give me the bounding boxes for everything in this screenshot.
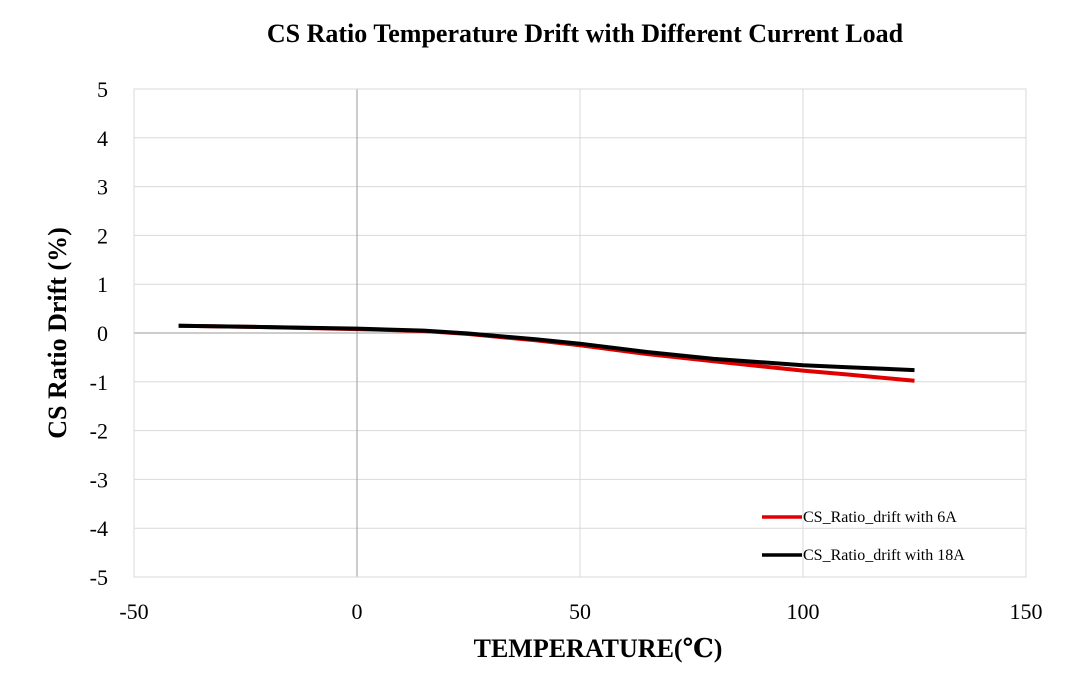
chart-title: CS Ratio Temperature Drift with Differen… xyxy=(267,19,904,48)
tick-labels: -5 -4 -3 -2 -1 0 1 2 3 4 5 -50 0 50 100 150 xyxy=(90,77,1043,624)
y-tick-label: 3 xyxy=(97,175,108,200)
x-tick-label: -50 xyxy=(119,599,148,624)
x-tick-label: 100 xyxy=(787,599,820,624)
legend: CS_Ratio_drift with 6A CS_Ratio_drift wi… xyxy=(762,509,965,564)
y-axis-label: CS Ratio Drift (%) xyxy=(43,227,72,439)
y-tick-label: -4 xyxy=(90,516,108,541)
series-line-0 xyxy=(178,323,915,383)
legend-label-18a: CS_Ratio_drift with 18A xyxy=(803,547,965,564)
x-tick-label: 150 xyxy=(1010,599,1043,624)
series-lines xyxy=(178,323,915,383)
x-tick-label: 50 xyxy=(569,599,591,624)
y-tick-label: 2 xyxy=(97,223,108,248)
y-tick-label: -1 xyxy=(90,370,108,395)
x-axis-label: TEMPERATURE(℃) xyxy=(474,634,723,663)
y-tick-label: -2 xyxy=(90,419,108,444)
y-tick-label: -3 xyxy=(90,467,108,492)
plot-frame xyxy=(133,88,1027,578)
series-line-1 xyxy=(178,323,915,373)
y-tick-label: 1 xyxy=(97,272,108,297)
legend-label-6a: CS_Ratio_drift with 6A xyxy=(803,509,957,526)
axes xyxy=(134,89,1026,577)
y-tick-label: 0 xyxy=(97,321,108,346)
y-tick-label: -5 xyxy=(90,565,108,590)
y-tick-label: 4 xyxy=(97,126,108,151)
y-tick-label: 5 xyxy=(97,77,108,102)
x-tick-label: 0 xyxy=(352,599,363,624)
